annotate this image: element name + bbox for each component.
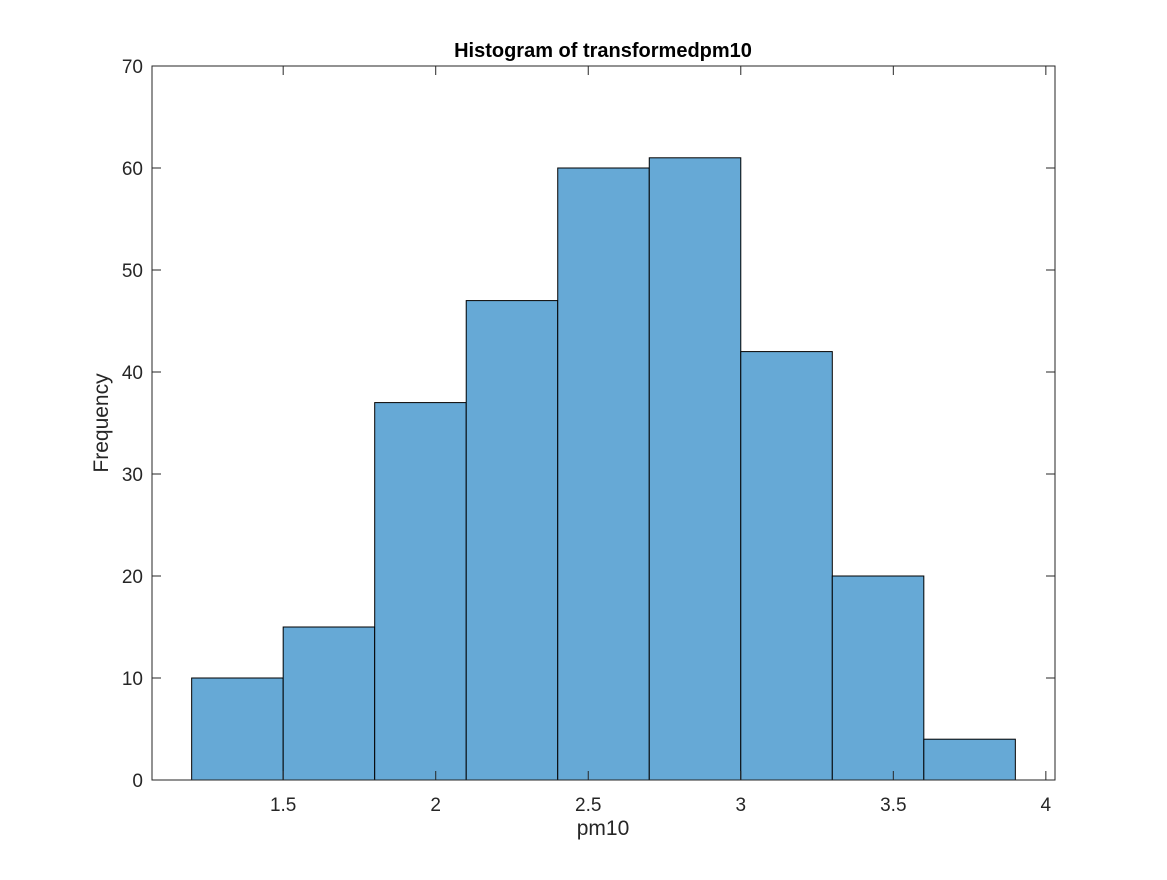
x-tick-label: 3.5: [880, 795, 906, 816]
y-tick-label: 30: [122, 465, 143, 486]
x-tick-label: 1.5: [270, 795, 296, 816]
x-tick-label: 3: [735, 795, 746, 816]
bars-layer: [191, 157, 1016, 781]
y-tick-label: 20: [122, 567, 143, 588]
histogram-bar: [831, 575, 925, 781]
histogram-bar: [740, 351, 833, 781]
histogram-bar: [557, 167, 650, 781]
y-tick-label: 40: [122, 363, 143, 384]
axes-box: [151, 65, 1056, 781]
y-axis-label: Frequency: [90, 373, 113, 473]
histogram-bar: [191, 677, 284, 781]
y-tick-label: 0: [132, 771, 143, 792]
y-tick-label: 10: [122, 669, 143, 690]
y-tick-label: 60: [122, 159, 143, 180]
x-axis-label: pm10: [577, 817, 630, 840]
histogram-bar: [282, 626, 376, 781]
ticks-layer: [152, 65, 1055, 781]
histogram-bar: [374, 402, 467, 781]
chart-title: Histogram of transformedpm10: [454, 40, 752, 62]
y-tick-label: 70: [122, 57, 143, 78]
x-tick-label: 4: [1041, 795, 1052, 816]
histogram-bar: [648, 157, 742, 781]
y-tick-label: 50: [122, 261, 143, 282]
x-tick-label: 2.5: [575, 795, 601, 816]
histogram-bar: [465, 300, 559, 781]
x-tick-label: 2: [430, 795, 441, 816]
histogram-bar: [923, 738, 1016, 781]
